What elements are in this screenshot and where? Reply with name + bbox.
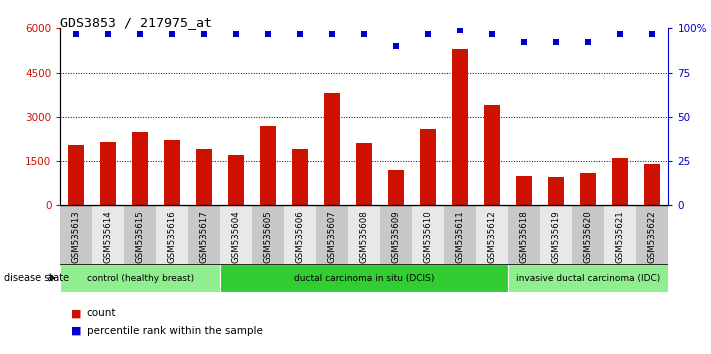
Text: GSM535616: GSM535616 xyxy=(168,210,177,263)
Bar xyxy=(604,205,636,264)
Point xyxy=(550,40,562,45)
Bar xyxy=(124,205,156,264)
Bar xyxy=(476,205,508,264)
Bar xyxy=(348,205,380,264)
Point xyxy=(614,31,626,36)
Point xyxy=(422,31,434,36)
Bar xyxy=(420,129,437,205)
Text: ductal carcinoma in situ (DCIS): ductal carcinoma in situ (DCIS) xyxy=(294,274,434,283)
Bar xyxy=(508,264,668,292)
Point xyxy=(262,31,274,36)
Text: GSM535613: GSM535613 xyxy=(72,210,81,263)
Text: GSM535622: GSM535622 xyxy=(648,210,657,263)
Bar xyxy=(324,93,341,205)
Bar xyxy=(636,205,668,264)
Point xyxy=(358,31,370,36)
Bar xyxy=(316,205,348,264)
Point xyxy=(647,31,658,36)
Bar xyxy=(220,264,508,292)
Bar xyxy=(164,141,181,205)
Text: ■: ■ xyxy=(71,308,82,318)
Text: invasive ductal carcinoma (IDC): invasive ductal carcinoma (IDC) xyxy=(516,274,661,283)
Bar xyxy=(228,155,245,205)
Point xyxy=(198,31,210,36)
Bar xyxy=(412,205,444,264)
Bar xyxy=(540,205,572,264)
Bar xyxy=(196,149,213,205)
Bar xyxy=(284,205,316,264)
Bar xyxy=(484,105,501,205)
Bar xyxy=(292,149,309,205)
Bar xyxy=(580,173,597,205)
Bar xyxy=(220,205,252,264)
Text: disease state: disease state xyxy=(4,273,69,283)
Point xyxy=(71,31,82,36)
Point xyxy=(103,31,114,36)
Text: GSM535604: GSM535604 xyxy=(232,210,241,263)
Text: percentile rank within the sample: percentile rank within the sample xyxy=(87,326,262,336)
Bar xyxy=(252,205,284,264)
Bar xyxy=(260,126,277,205)
Point xyxy=(166,31,178,36)
Bar xyxy=(516,176,533,205)
Text: GSM535615: GSM535615 xyxy=(136,210,145,263)
Bar xyxy=(388,170,405,205)
Text: GSM535618: GSM535618 xyxy=(520,210,529,263)
Text: GSM535610: GSM535610 xyxy=(424,210,433,263)
Text: GSM535620: GSM535620 xyxy=(584,210,593,263)
Text: GSM535607: GSM535607 xyxy=(328,210,337,263)
Point xyxy=(294,31,306,36)
Text: ■: ■ xyxy=(71,326,82,336)
Bar xyxy=(156,205,188,264)
Text: control (healthy breast): control (healthy breast) xyxy=(87,274,194,283)
Point xyxy=(583,40,594,45)
Text: GSM535609: GSM535609 xyxy=(392,210,401,263)
Bar xyxy=(188,205,220,264)
Bar xyxy=(100,142,117,205)
Point xyxy=(230,31,242,36)
Bar xyxy=(508,205,540,264)
Text: GSM535606: GSM535606 xyxy=(296,210,305,263)
Point xyxy=(326,31,338,36)
Text: GSM535611: GSM535611 xyxy=(456,210,465,263)
Text: GSM535617: GSM535617 xyxy=(200,210,209,263)
Text: GSM535621: GSM535621 xyxy=(616,210,625,263)
Bar xyxy=(60,205,92,264)
Bar xyxy=(572,205,604,264)
Bar xyxy=(132,132,149,205)
Text: GSM535619: GSM535619 xyxy=(552,210,561,263)
Bar xyxy=(68,145,85,205)
Bar xyxy=(356,143,373,205)
Point xyxy=(486,31,498,36)
Text: GSM535605: GSM535605 xyxy=(264,210,273,263)
Bar xyxy=(452,49,469,205)
Point xyxy=(518,40,530,45)
Text: GSM535614: GSM535614 xyxy=(104,210,113,263)
Text: GDS3853 / 217975_at: GDS3853 / 217975_at xyxy=(60,16,213,29)
Text: GSM535608: GSM535608 xyxy=(360,210,369,263)
Point xyxy=(135,31,146,36)
Bar xyxy=(92,205,124,264)
Bar xyxy=(548,177,565,205)
Bar xyxy=(444,205,476,264)
Bar xyxy=(60,264,220,292)
Bar xyxy=(612,158,629,205)
Point xyxy=(455,27,466,33)
Text: GSM535612: GSM535612 xyxy=(488,210,497,263)
Text: count: count xyxy=(87,308,116,318)
Point xyxy=(391,43,402,49)
Bar xyxy=(380,205,412,264)
Bar xyxy=(644,164,661,205)
